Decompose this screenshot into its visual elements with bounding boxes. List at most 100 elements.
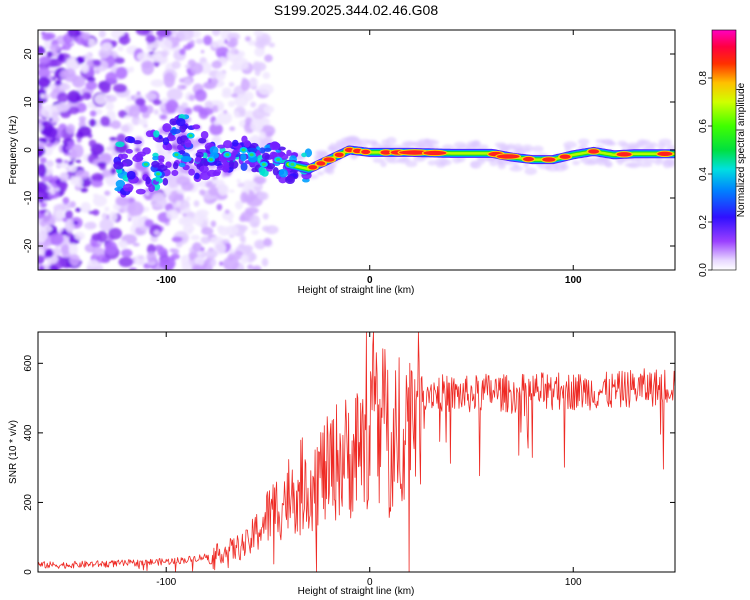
noise-blob [136,52,151,62]
noise-blob [64,160,68,164]
noise-blob [80,63,90,74]
noise-blob [177,84,187,90]
noise-blob [145,34,156,44]
noise-blob [152,99,162,106]
noise-blob [249,253,257,261]
noise-blob [134,147,141,153]
noise-blob [51,50,58,58]
colorbar-ticks: 0.0 0.2 0.4 0.6 0.8 [698,71,712,277]
y-tick-label: 600 [23,355,34,372]
noise-blob [92,176,98,181]
noise-blob [84,40,89,45]
noise-blob [268,42,275,48]
noise-blob [60,46,66,51]
signal-cluster [135,188,146,195]
noise-blob [112,83,127,93]
noise-blob [120,248,133,258]
noise-blob [65,167,71,172]
noise-blob [38,67,51,79]
noise-blob [252,108,265,120]
noise-blob [224,39,228,45]
signal-cluster [122,183,134,192]
noise-blob [87,38,96,47]
noise-blob [153,109,159,115]
noise-blob [181,255,187,260]
signal-cluster [127,136,136,144]
signal-cluster [162,137,170,146]
noise-blob [185,196,191,202]
noise-blob [69,254,81,267]
noise-blob [124,115,131,119]
noise-blob [141,60,155,76]
haze-blob [489,160,499,167]
haze-blob [554,164,567,172]
noise-blob [118,35,131,45]
signal-cluster [241,135,248,144]
noise-blob [254,47,265,57]
signal-spot-core [225,153,230,157]
signal-cluster [240,153,247,162]
x-tick-label: 100 [565,577,582,588]
signal-cluster [165,161,172,168]
signal-cluster [126,170,136,180]
noise-blob [215,70,226,81]
noise-blob [227,253,235,261]
signal-cluster [162,123,172,133]
ridge-peak [542,157,556,162]
noise-blob [95,174,103,181]
noise-blob [193,200,200,207]
noise-blob [38,266,45,270]
noise-blob [184,78,192,86]
noise-blob [115,196,130,206]
colorbar-tick-label: 0.2 [698,215,709,229]
haze-blob [668,161,675,168]
snr-xlabel: Height of straight line (km) [298,586,415,597]
signal-cluster [209,146,219,155]
haze-blob [329,142,337,151]
ridge-peak [616,152,632,157]
noise-blob [252,61,261,71]
noise-blob [198,109,209,120]
noise-blob [38,137,46,143]
noise-blob [259,37,269,44]
noise-blob [92,193,99,198]
noise-blob [108,227,123,240]
ridge-peak [334,152,344,157]
noise-blob [247,40,257,46]
y-tick-label: 10 [23,96,34,108]
signal-spot-core [174,153,179,157]
signal-cluster [153,130,160,138]
signal-cluster [179,124,187,133]
noise-blob [253,176,267,185]
signal-ridge [283,145,675,174]
noise-blob [49,70,55,74]
signal-cluster [202,152,208,160]
noise-blob [81,32,91,41]
noise-blob [91,179,103,188]
noise-blob [66,123,76,135]
signal-cluster [259,147,266,154]
noise-blob [235,200,243,210]
noise-blob [190,62,204,75]
noise-blob [78,116,87,122]
noise-blob [91,242,97,248]
colorbar-gradient [712,30,736,270]
signal-cluster [222,140,233,149]
noise-blob [234,110,240,119]
noise-blob [261,258,269,267]
noise-blob [67,90,81,104]
noise-blob [215,46,230,59]
signal-cluster [240,162,248,172]
noise-blob [95,108,103,116]
noise-blob [82,91,92,100]
noise-blob [266,131,274,137]
noise-blob [57,181,68,190]
noise-blob [209,123,223,136]
noise-blob [99,152,113,165]
ridge-peak [496,154,520,159]
noise-blob [101,212,108,220]
signal-cluster [180,155,192,163]
noise-blob [163,72,176,88]
noise-blob [73,220,79,225]
noise-blob [40,202,47,208]
